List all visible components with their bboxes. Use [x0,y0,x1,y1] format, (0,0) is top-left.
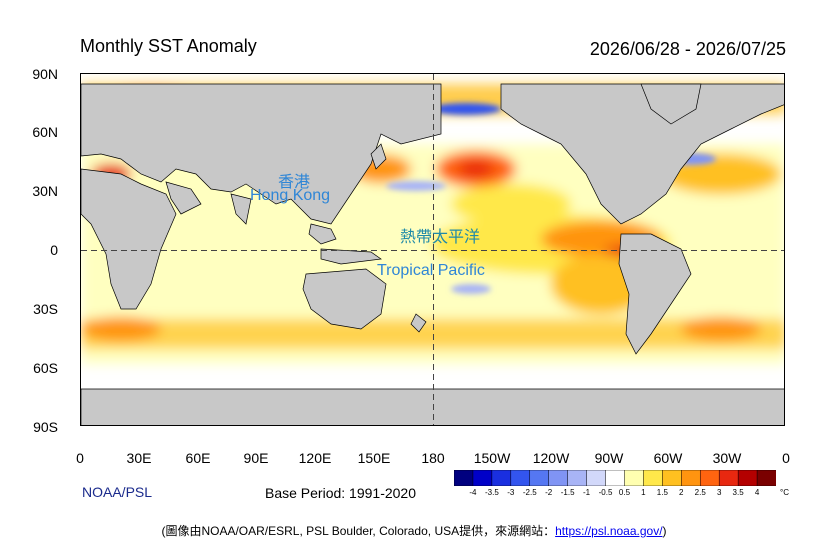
x-tick-label: 120W [532,450,570,466]
x-tick-label: 60E [185,450,211,466]
colorbar-tick-label: -4 [469,488,477,497]
indonesia [320,248,382,265]
credit-prefix: (圖像由NOAA/OAR/ESRL, PSL Boulder, Colorado… [161,524,556,538]
colorbar-swatch [605,470,626,486]
colorbar-swatch [548,470,569,486]
x-tick-label: 150E [357,450,391,466]
new-zealand [410,313,427,333]
colorbar-tick-label: 2 [679,488,684,497]
colorbar-tick-label: -1.5 [560,488,575,497]
africa [81,168,177,310]
y-tick-label: 30S [33,301,58,317]
colorbar-tick-label: 4 [754,488,760,497]
colorbar-tick-label: -3 [507,488,515,497]
source-label: NOAA/PSL [82,484,153,500]
greenland [640,83,702,125]
colorbar-swatch [699,470,720,486]
colorbar-tick-label: 0.5 [618,488,631,497]
y-tick-label: 60N [32,124,58,140]
colorbar-swatch [737,470,758,486]
colorbar-swatch [643,470,663,486]
colorbar-swatch [491,470,512,486]
date-range: 2026/06/28 - 2026/07/25 [589,39,786,59]
colorbar-tick-label: -3.5 [484,488,499,497]
south-america [618,233,692,355]
x-tick-label: 180 [421,450,445,466]
colorbar-swatch [586,470,607,486]
chart-title: Monthly SST Anomaly [80,36,257,56]
colorbar [454,470,776,486]
x-tick-label: 60W [653,450,683,466]
colorbar-swatch [756,470,776,486]
x-tick-label: 120E [298,450,332,466]
colorbar-unit: °C [780,488,789,497]
colorbar-swatch [472,470,493,486]
colorbar-tick-label: -2.5 [522,488,537,497]
colorbar-swatch [454,470,474,486]
india [230,193,252,225]
colorbar-tick-label: 2.5 [694,488,706,497]
y-tick-label: 90S [33,419,58,435]
colorbar-labels: -4 -3.5 -3 -2.5 -2 -1.5 -1 -0.5 0.5 1 1.5 2 2.5 3 3.5 4 [454,488,784,500]
tropical-pacific-label-zh: 熱帶太平洋 [400,229,481,246]
credit-link[interactable]: https://psl.noaa.gov/ [555,524,663,538]
base-period: Base Period: 1991-2020 [265,485,416,501]
x-tick-label: 90W [594,450,624,466]
australia [302,268,387,330]
hong-kong-label-zh: 香港 [278,174,311,191]
colorbar-tick-label: 1 [641,488,646,497]
colorbar-swatch [624,470,644,486]
colorbar-swatch [718,470,739,486]
colorbar-swatch [662,470,682,486]
colorbar-tick-label: 1.5 [656,488,668,497]
y-tick-label: 30N [32,183,58,199]
colorbar-tick-label: -1 [583,488,591,497]
north-america [500,83,784,225]
hong-kong-label-en: Hong Kong [250,187,331,204]
credit-suffix: ) [662,524,667,538]
land-masses [81,83,784,425]
japan [370,143,387,170]
colorbar-tick-label: -2 [545,488,553,497]
y-tick-label: 60S [33,360,58,376]
colorbar-tick-label: 3 [716,488,722,497]
colorbar-swatch [567,470,588,486]
tropical-pacific-label-en: Tropical Pacific [377,262,485,279]
sst-anomaly-map [80,73,785,426]
colorbar-swatch [681,470,701,486]
colorbar-swatch [510,470,531,486]
x-tick-label: 30E [126,450,152,466]
x-tick-label: 150W [473,450,511,466]
x-tick-label: 0 [76,450,84,466]
y-tick-label: 0 [50,242,58,258]
se-asia [308,223,337,245]
x-tick-label: 90E [243,450,269,466]
map-svg [81,74,784,425]
eurasia [81,83,442,225]
y-tick-label: 90N [32,66,58,82]
x-tick-label: 30W [712,450,742,466]
colorbar-tick-label: -0.5 [598,488,613,497]
arabia [165,181,202,215]
credit-line: (圖像由NOAA/OAR/ESRL, PSL Boulder, Colorado… [0,522,828,539]
colorbar-tick-label: 3.5 [732,488,744,497]
x-tick-label: 0 [782,450,790,466]
antarctica [81,388,784,425]
colorbar-swatch [529,470,550,486]
